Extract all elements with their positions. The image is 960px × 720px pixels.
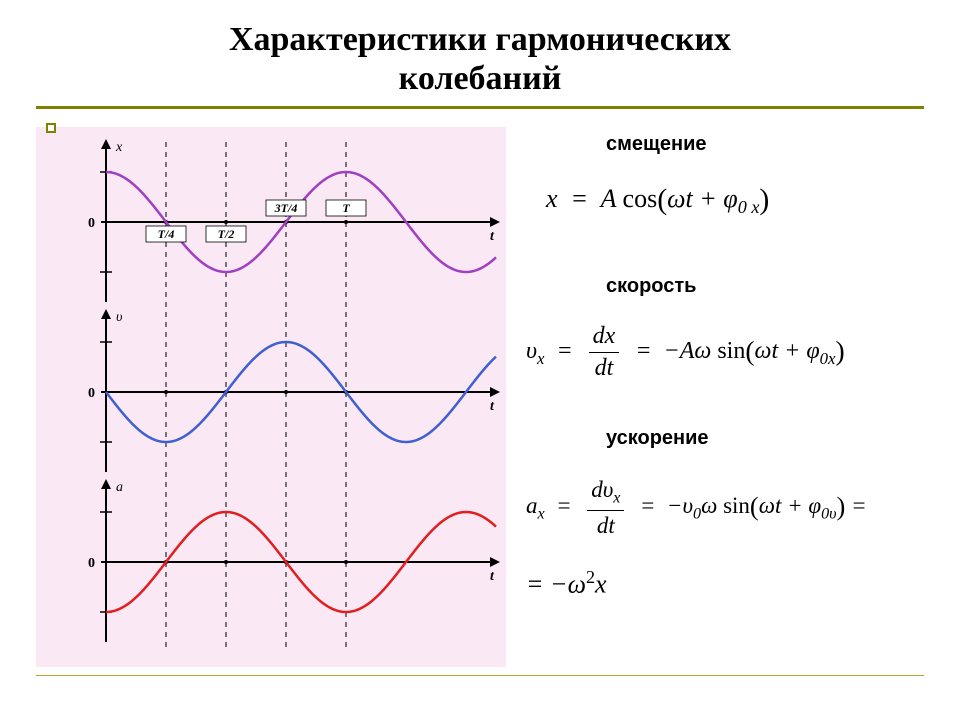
svg-text:0: 0 [88,216,95,231]
formula-column: смещение x = A cos(ωt + φ0 x) скорость υ… [526,127,924,667]
svg-text:υ: υ [116,310,122,325]
footer-rule [36,675,924,676]
oscillation-charts: 0xtT/4T/23T/4T0υt0at [36,127,506,667]
content-row: 0xtT/4T/23T/4T0υt0at смещение x = A cos(… [36,127,924,687]
formula-velocity: υx = dxdt = −Aω sin(ωt + φ0x) [526,323,845,382]
formula-acceleration-1: ax = dυxdt = −υ0ω sin(ωt + φ0υ) = [526,477,867,539]
svg-text:a: a [116,480,123,495]
svg-text:T/4: T/4 [158,227,175,241]
title-line-2: колебаний [399,60,562,97]
slide-title: Характеристики гармонических колебаний [36,20,924,98]
slide-bullet [46,123,56,133]
formula-displacement: x = A cos(ωt + φ0 x) [546,183,769,218]
svg-text:T: T [342,201,350,215]
title-line-1: Характеристики гармонических [229,21,731,58]
svg-text:0: 0 [88,386,95,401]
formula-acceleration-2: = −ω2x [526,567,607,600]
label-acceleration: ускорение [606,427,709,450]
label-displacement: смещение [606,133,707,156]
svg-text:3T/4: 3T/4 [274,201,298,215]
svg-text:0: 0 [88,556,95,571]
svg-text:T/2: T/2 [218,227,235,241]
title-underline [36,106,924,109]
chart-panel: 0xtT/4T/23T/4T0υt0at [36,127,506,667]
slide-title-block: Характеристики гармонических колебаний [36,14,924,119]
label-velocity: скорость [606,275,696,298]
svg-text:x: x [115,140,123,155]
